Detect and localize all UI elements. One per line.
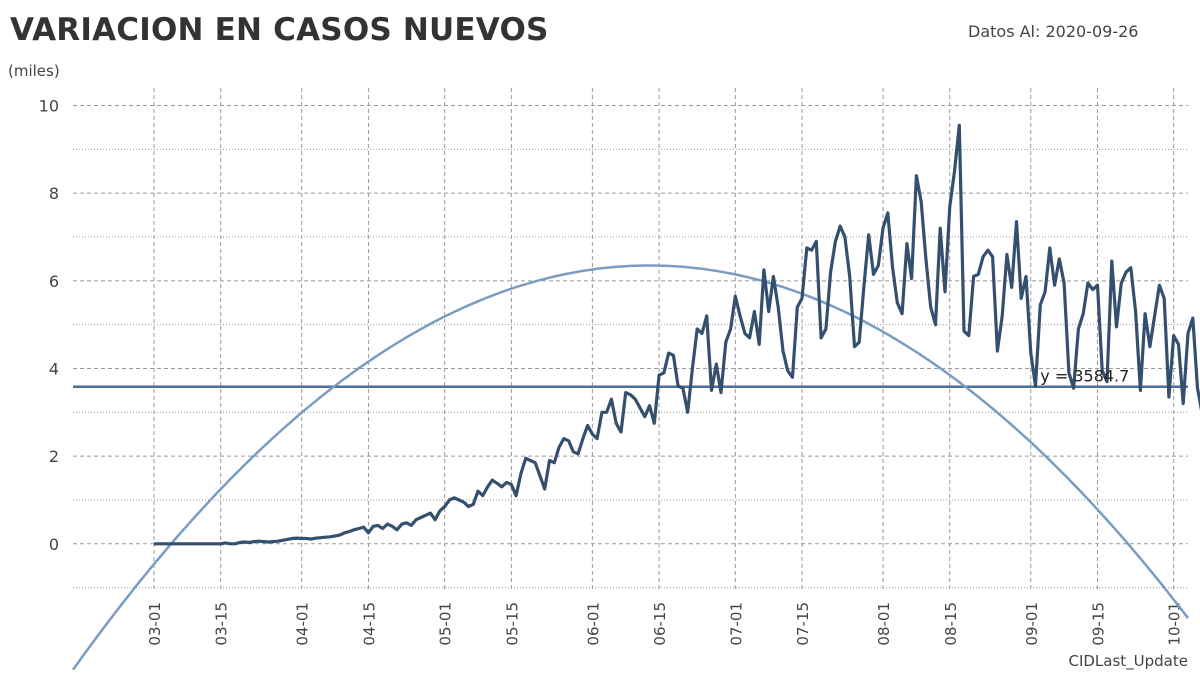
- x-tick-label: 07-15: [794, 602, 812, 646]
- y-tick-label: 8: [49, 184, 59, 203]
- x-tick-label: 09-15: [1089, 602, 1107, 646]
- x-tick-label: 03-15: [213, 602, 231, 646]
- gridlines: [73, 88, 1188, 592]
- y-tick-label: 0: [49, 535, 59, 554]
- y-axis-unit-label: (miles): [8, 62, 60, 80]
- x-tick-label: 04-15: [360, 602, 378, 646]
- y-tick-label: 10: [39, 97, 59, 116]
- series-layer: [71, 123, 1200, 671]
- y-tick-label: 4: [49, 359, 59, 378]
- x-tick-label: 10-01: [1166, 602, 1184, 646]
- daily-cases-line: [154, 123, 1200, 546]
- x-axis-ticks: 03-01 03-15 04-01 04-15 05-01 05-15 06-01 06-15…: [146, 602, 1184, 646]
- x-tick-label: 05-01: [437, 602, 455, 646]
- y-tick-label: 6: [49, 272, 59, 291]
- y-axis-ticks: 0 2 4 6 8 10: [39, 97, 59, 554]
- x-tick-label: 07-01: [727, 602, 745, 646]
- x-tick-label: 05-15: [503, 602, 521, 646]
- x-tick-label: 04-01: [294, 602, 312, 646]
- x-tick-label: 06-15: [651, 602, 669, 646]
- mean-annotation: y = 3584.7: [1040, 367, 1129, 386]
- data-date-label: Datos Al: 2020-09-26: [968, 22, 1139, 41]
- x-axis-footer-label: CIDLast_Update: [1068, 652, 1188, 670]
- chart-title: VARIACION EN CASOS NUEVOS: [10, 12, 549, 48]
- x-tick-label: 09-01: [1023, 602, 1041, 646]
- x-tick-label: 08-15: [942, 602, 960, 646]
- trend-line: [71, 264, 1189, 671]
- y-tick-label: 2: [49, 447, 59, 466]
- x-tick-label: 08-01: [875, 602, 893, 646]
- x-tick-label: 03-01: [146, 602, 164, 646]
- x-tick-label: 06-01: [584, 602, 602, 646]
